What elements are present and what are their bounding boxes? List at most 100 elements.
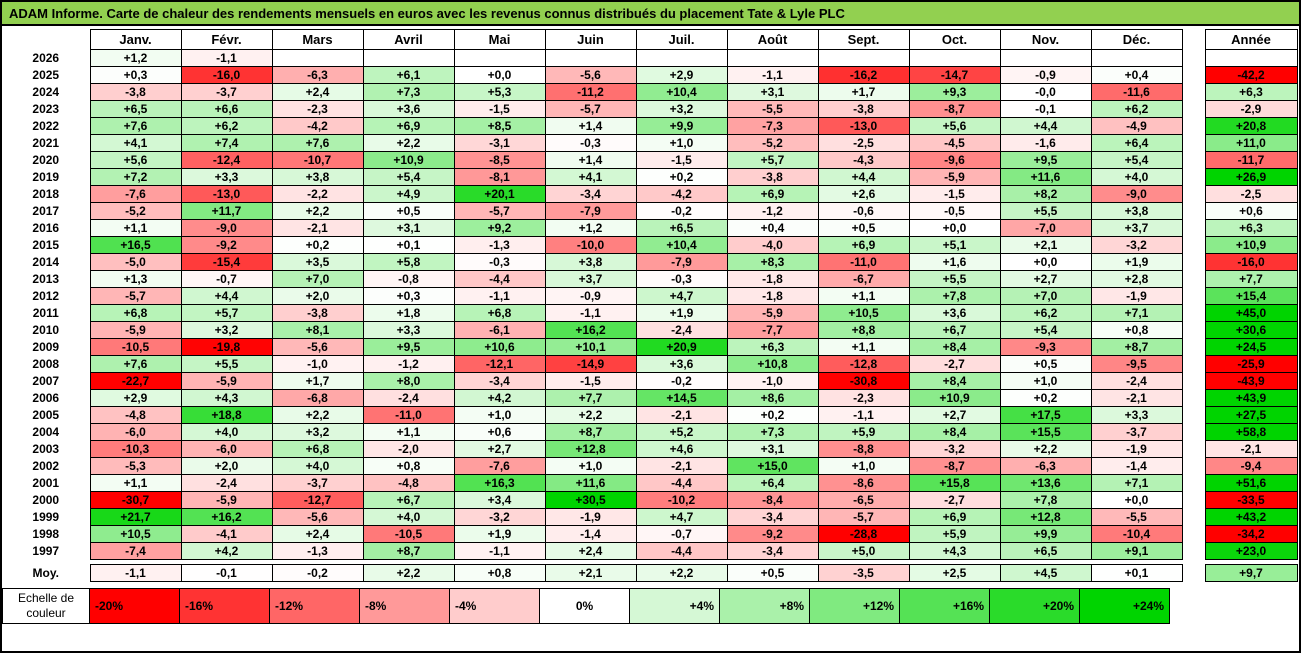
row-label: 2020: [2, 151, 90, 169]
value-cell: +9,5: [999, 151, 1092, 169]
annual-value-cell: -43,9: [1204, 372, 1298, 390]
row-label: 2010: [2, 321, 90, 339]
month-column-header: Juin: [544, 29, 637, 50]
value-cell: +16,2: [180, 508, 273, 526]
month-column-header: Janv.: [89, 29, 182, 50]
value-cell: +9,9: [999, 525, 1092, 543]
year-row: 2006 +2,9 +4,3 -6,8 -2,4 +4,2 +7,7 +14,5 +8,6 -2,…: [2, 389, 1298, 407]
value-cell: -14,7: [908, 66, 1001, 84]
value-cell: +7,4: [180, 134, 273, 152]
value-cell: +0,8: [1090, 321, 1183, 339]
row-label: 2018: [2, 185, 90, 203]
value-cell: +7,7: [544, 389, 637, 407]
value-cell: -1,1: [817, 406, 910, 424]
value-cell: -2,4: [635, 321, 728, 339]
annual-value-cell: -9,4: [1204, 457, 1298, 475]
value-cell: +5,9: [908, 525, 1001, 543]
value-cell: -3,4: [726, 542, 819, 560]
value-cell: -5,2: [89, 202, 182, 220]
value-cell: +3,8: [1090, 202, 1183, 220]
year-row: 2007 -22,7 -5,9 +1,7 +8,0 -3,4 -1,5 -0,2 -1,0 -30…: [2, 372, 1298, 390]
annual-value-cell: +43,9: [1204, 389, 1298, 407]
value-cell: +8,7: [362, 542, 455, 560]
value-cell: -5,9: [180, 372, 273, 390]
value-cell: -11,6: [1090, 83, 1183, 101]
value-cell: +1,2: [89, 49, 182, 67]
value-cell: +3,1: [726, 83, 819, 101]
column-gap: [1182, 100, 1205, 118]
value-cell: -28,8: [817, 525, 910, 543]
value-cell: +7,2: [89, 168, 182, 186]
year-row: 2000 -30,7 -5,9 -12,7 +6,7 +3,4 +30,5 -10,2 -8,4…: [2, 491, 1298, 509]
value-cell: +7,6: [271, 134, 364, 152]
value-cell: -9,0: [180, 219, 273, 237]
column-gap: [1182, 440, 1205, 458]
value-cell: +20,1: [453, 185, 546, 203]
value-cell: +0,2: [271, 236, 364, 254]
value-cell: -1,3: [453, 236, 546, 254]
value-cell: -3,7: [1090, 423, 1183, 441]
row-label: 2017: [2, 202, 90, 220]
value-cell: +0,2: [726, 406, 819, 424]
value-cell: -10,2: [635, 491, 728, 509]
value-cell: -22,7: [89, 372, 182, 390]
value-cell: -3,8: [271, 304, 364, 322]
value-cell: +1,4: [544, 117, 637, 135]
value-cell: +4,1: [89, 134, 182, 152]
value-cell: +1,9: [453, 525, 546, 543]
value-cell: +5,4: [362, 168, 455, 186]
value-cell: +6,3: [726, 338, 819, 356]
row-label: 2005: [2, 406, 90, 424]
annual-value-cell: -25,9: [1204, 355, 1298, 373]
annual-value-cell: +9,7: [1204, 564, 1298, 582]
value-cell: +11,6: [999, 168, 1092, 186]
annual-value-cell: -2,5: [1204, 185, 1298, 203]
value-cell: +6,2: [180, 117, 273, 135]
annual-value-cell: +0,6: [1204, 202, 1298, 220]
value-cell: +6,2: [1090, 100, 1183, 118]
value-cell: -3,7: [180, 83, 273, 101]
value-cell: +4,0: [180, 423, 273, 441]
value-cell: +0,4: [1090, 66, 1183, 84]
value-cell: -1,1: [180, 49, 273, 67]
value-cell: +7,6: [89, 117, 182, 135]
value-cell: -4,8: [362, 474, 455, 492]
column-gap: [1182, 542, 1205, 560]
value-cell: +10,5: [817, 304, 910, 322]
value-cell: +7,1: [1090, 474, 1183, 492]
year-row: 2012 -5,7 +4,4 +2,0 +0,3 -1,1 -0,9 +4,7 -1,8 +1,1…: [2, 287, 1298, 305]
value-cell: +3,6: [362, 100, 455, 118]
value-cell: -30,8: [817, 372, 910, 390]
value-cell: +11,6: [544, 474, 637, 492]
page-title: ADAM Informe. Carte de chaleur des rende…: [2, 2, 1299, 26]
year-row: 2019 +7,2 +3,3 +3,8 +5,4 -8,1 +4,1 +0,2 -3,8 +4,4…: [2, 168, 1298, 186]
value-cell: +2,6: [817, 185, 910, 203]
value-cell: +2,7: [999, 270, 1092, 288]
row-label: 2013: [2, 270, 90, 288]
legend-stop: -4%: [449, 588, 540, 624]
value-cell: -5,9: [89, 321, 182, 339]
value-cell: +1,9: [1090, 253, 1183, 271]
value-cell: -7,0: [999, 219, 1092, 237]
value-cell: +7,3: [726, 423, 819, 441]
row-label: 1997: [2, 542, 90, 560]
value-cell: [817, 49, 910, 67]
value-cell: +0,0: [908, 219, 1001, 237]
column-gap: [1182, 423, 1205, 441]
value-cell: +3,4: [453, 491, 546, 509]
value-cell: +0,5: [999, 355, 1092, 373]
row-label: 2002: [2, 457, 90, 475]
column-gap: [1182, 474, 1205, 492]
row-label: Moy.: [2, 564, 90, 582]
annual-value-cell: -11,7: [1204, 151, 1298, 169]
value-cell: -12,1: [453, 355, 546, 373]
value-cell: -7,6: [453, 457, 546, 475]
value-cell: -9,2: [180, 236, 273, 254]
value-cell: +16,3: [453, 474, 546, 492]
column-gap: [1182, 491, 1205, 509]
value-cell: +16,5: [89, 236, 182, 254]
column-gap: [1182, 49, 1205, 67]
value-cell: +4,4: [999, 117, 1092, 135]
month-column-header: Févr.: [180, 29, 273, 50]
annual-value-cell: +6,3: [1204, 219, 1298, 237]
